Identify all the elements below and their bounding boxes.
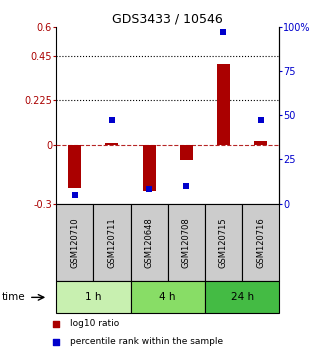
Bar [131,281,205,313]
Text: 4 h: 4 h [160,292,176,302]
Text: log10 ratio: log10 ratio [70,319,119,329]
Text: percentile rank within the sample: percentile rank within the sample [70,337,223,346]
Bar [56,281,131,313]
Text: GSM120710: GSM120710 [70,217,79,268]
Text: GSM120716: GSM120716 [256,217,265,268]
Bar [168,204,205,281]
Bar [143,144,156,191]
Point [54,339,59,344]
Bar [205,204,242,281]
Point [221,29,226,35]
Point [147,187,152,192]
Text: GSM120711: GSM120711 [108,217,117,268]
Text: 1 h: 1 h [85,292,102,302]
Point [109,118,115,123]
Point [54,321,59,327]
Bar [180,144,193,160]
Text: 24 h: 24 h [230,292,254,302]
Bar [68,144,81,188]
Text: GSM120708: GSM120708 [182,217,191,268]
Text: time: time [2,292,25,302]
Point [72,192,77,198]
Bar [56,204,93,281]
Point [258,118,263,123]
Bar [105,143,118,144]
Title: GDS3433 / 10546: GDS3433 / 10546 [112,12,223,25]
Bar [131,204,168,281]
Text: GSM120648: GSM120648 [145,217,154,268]
Bar [93,204,131,281]
Bar [254,141,267,144]
Bar [242,204,279,281]
Text: GSM120715: GSM120715 [219,217,228,268]
Bar [205,281,279,313]
Point [184,183,189,189]
Bar [217,64,230,144]
